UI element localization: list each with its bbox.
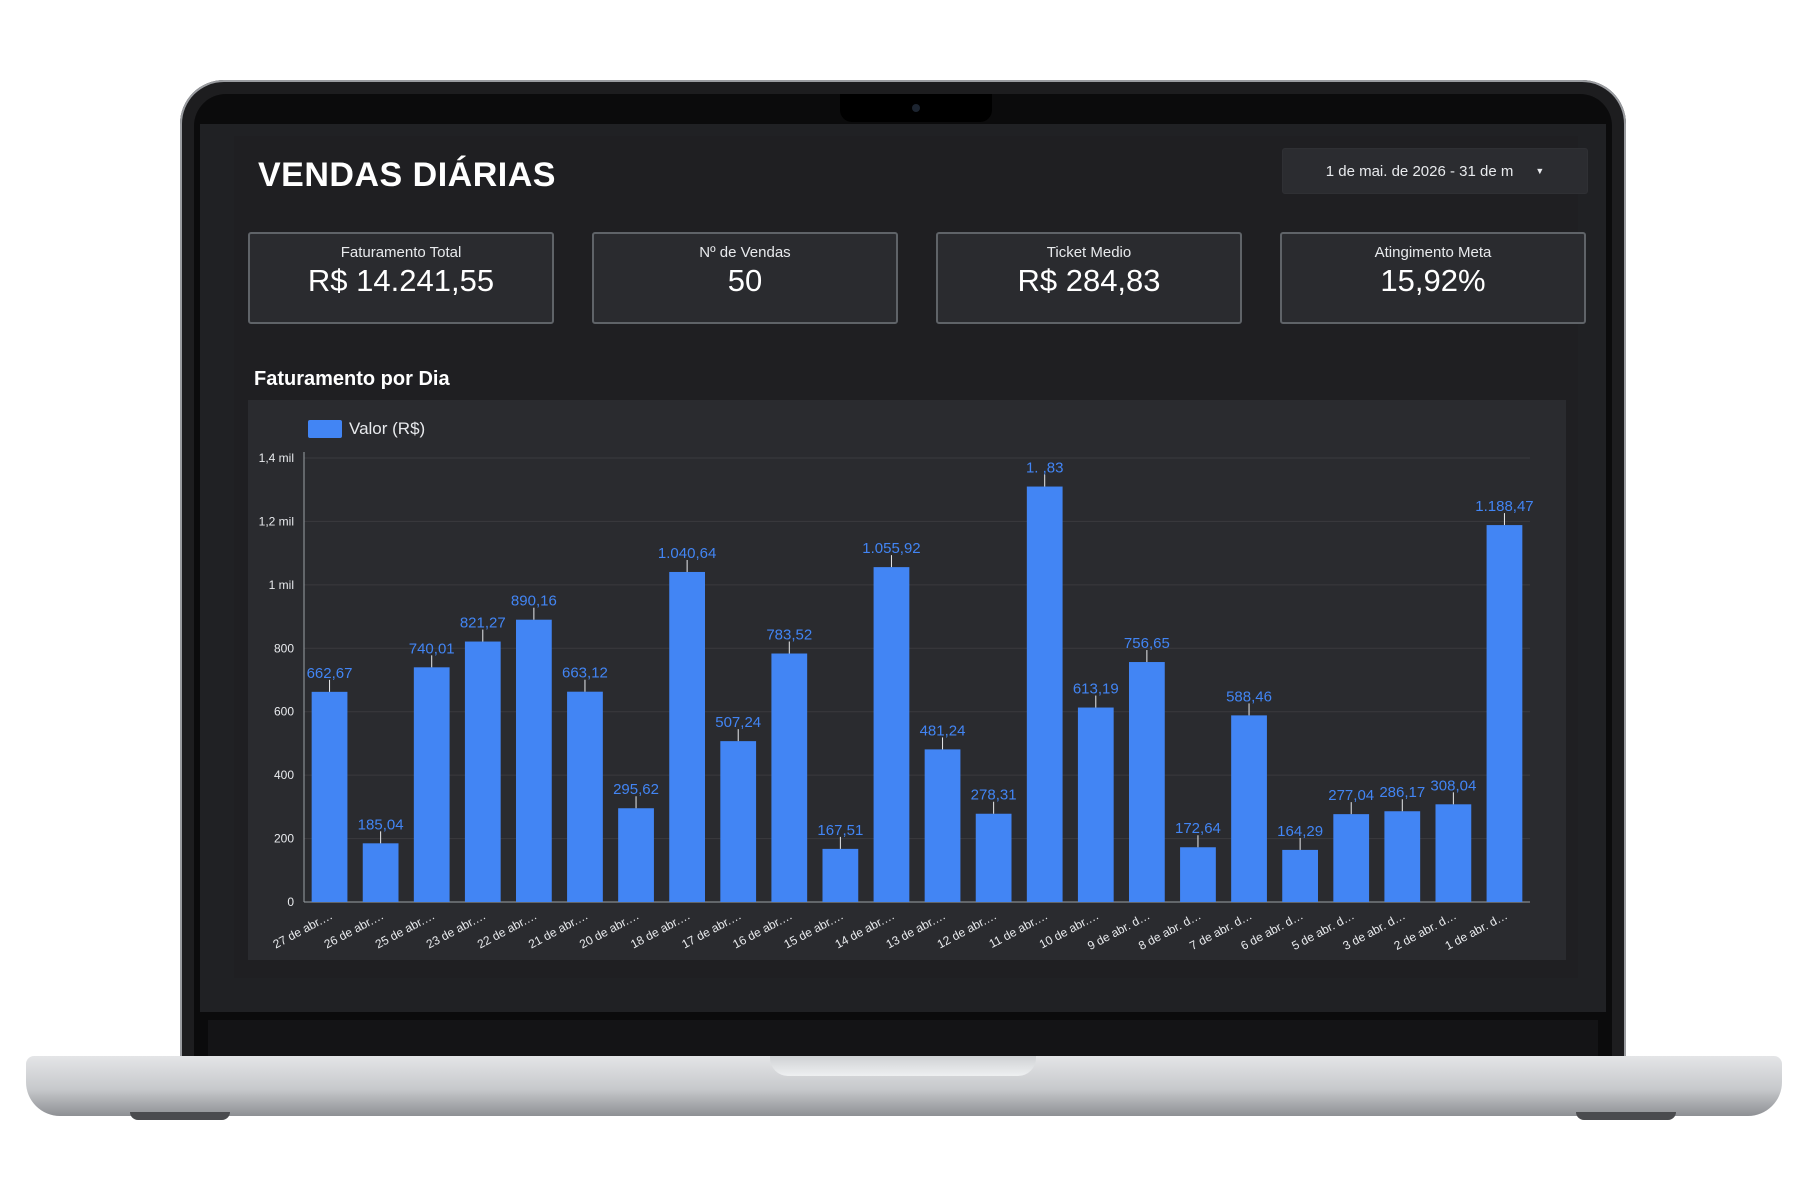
- bar: [1180, 847, 1216, 902]
- legend-swatch[interactable]: [308, 420, 342, 438]
- bar: [1435, 804, 1472, 902]
- data-label: 277,04: [1328, 787, 1374, 804]
- bar-chart: 0 200 400 600 800 1 mil 1,2 mil 1,4 mil 662,67 27…: [259, 451, 1534, 953]
- data-label: 286,17: [1379, 784, 1425, 801]
- bar: [720, 741, 757, 902]
- data-label: 1. ,83: [1026, 460, 1064, 477]
- data-label: 167,51: [817, 822, 863, 839]
- page-title: VENDAS DIÁRIAS: [258, 156, 556, 194]
- y-tick-label: 600: [274, 705, 294, 719]
- data-label: 1.040,64: [658, 545, 716, 562]
- bar: [311, 691, 348, 902]
- bar: [669, 571, 706, 902]
- data-label: 613,19: [1073, 681, 1119, 698]
- laptop-foot-right: [1576, 1112, 1676, 1120]
- bar: [1077, 707, 1114, 902]
- y-tick-label: 1,4 mil: [259, 451, 294, 465]
- y-tick-label: 200: [274, 832, 294, 846]
- data-label: 172,64: [1175, 820, 1221, 837]
- camera-notch: [840, 94, 992, 122]
- data-label: 890,16: [511, 593, 557, 610]
- data-label: 1.188,47: [1475, 498, 1533, 515]
- bar: [515, 619, 552, 902]
- bar: [975, 813, 1012, 902]
- y-tick-label: 400: [274, 768, 294, 782]
- bar: [1231, 715, 1267, 902]
- data-label: 308,04: [1430, 777, 1476, 794]
- kpi-card-numero-vendas: Nº de Vendas 50: [592, 232, 898, 324]
- kpi-label: Atingimento Meta: [1374, 244, 1492, 261]
- y-tick-label: 800: [274, 641, 294, 655]
- bar: [567, 691, 603, 902]
- kpi-value: R$ 284,83: [1017, 263, 1161, 298]
- lid-opening-notch: [770, 1056, 1036, 1076]
- data-label: 783,52: [766, 627, 812, 644]
- y-tick-label: 1,2 mil: [259, 514, 294, 528]
- data-label: 481,24: [920, 722, 966, 739]
- data-label: 756,65: [1124, 635, 1170, 652]
- bar: [464, 641, 501, 902]
- kpi-label: Faturamento Total: [340, 244, 462, 261]
- data-label: 507,24: [715, 714, 761, 731]
- sales-dashboard: VENDAS DIÁRIAS 1 de mai. de 2026 - 31 de…: [234, 136, 1588, 978]
- bar: [771, 653, 808, 902]
- kpi-value: 15,92%: [1380, 263, 1486, 298]
- kpi-value: R$ 14.241,55: [307, 263, 495, 298]
- data-label: 185,04: [358, 816, 404, 833]
- laptop-screen: VENDAS DIÁRIAS 1 de mai. de 2026 - 31 de…: [200, 124, 1606, 1012]
- bar: [1384, 811, 1421, 902]
- bar: [413, 667, 450, 902]
- date-range-picker[interactable]: 1 de mai. de 2026 - 31 de m ▼: [1282, 148, 1588, 194]
- data-label: 588,46: [1226, 688, 1272, 705]
- data-label: 1.055,92: [862, 540, 920, 557]
- chart-heading: Faturamento por Dia: [254, 368, 450, 390]
- laptop-base: [26, 1056, 1782, 1116]
- laptop-foot-left: [130, 1112, 230, 1120]
- data-label: 278,31: [971, 787, 1017, 804]
- bar: [1128, 662, 1165, 902]
- bar: [1282, 849, 1319, 902]
- y-tick-label: 0: [287, 895, 294, 909]
- kpi-value: 50: [727, 263, 763, 298]
- bar: [873, 567, 910, 902]
- kpi-label: Nº de Vendas: [699, 244, 791, 261]
- bar: [1026, 486, 1063, 902]
- kpi-card-faturamento-total: Faturamento Total R$ 14.241,55: [248, 232, 554, 324]
- kpi-label: Ticket Medio: [1046, 244, 1132, 261]
- bar: [618, 808, 654, 902]
- bar: [362, 843, 399, 902]
- bar: [924, 749, 961, 902]
- data-label: 164,29: [1277, 823, 1323, 840]
- data-label: 295,62: [613, 781, 659, 798]
- data-label: 663,12: [562, 665, 608, 682]
- bar-chart-card: Valor (R$) 0 200 400 600 800 1 mil 1,2 mil 1,4 …: [248, 400, 1566, 960]
- bar: [822, 848, 859, 902]
- bar: [1333, 814, 1370, 902]
- data-label: 821,27: [460, 615, 506, 632]
- kpi-card-ticket-medio: Ticket Medio R$ 284,83: [936, 232, 1242, 324]
- dropdown-caret-icon: ▼: [1535, 166, 1545, 176]
- data-label: 740,01: [409, 640, 455, 657]
- bezel-bottom: [208, 1020, 1598, 1060]
- y-tick-label: 1 mil: [269, 578, 294, 592]
- bar: [1486, 525, 1523, 902]
- legend-label[interactable]: Valor (R$): [349, 419, 426, 438]
- date-range-label: 1 de mai. de 2026 - 31 de m: [1325, 162, 1514, 180]
- camera-icon: [912, 104, 920, 112]
- kpi-card-atingimento-meta: Atingimento Meta 15,92%: [1280, 232, 1586, 324]
- data-label: 662,67: [307, 665, 353, 682]
